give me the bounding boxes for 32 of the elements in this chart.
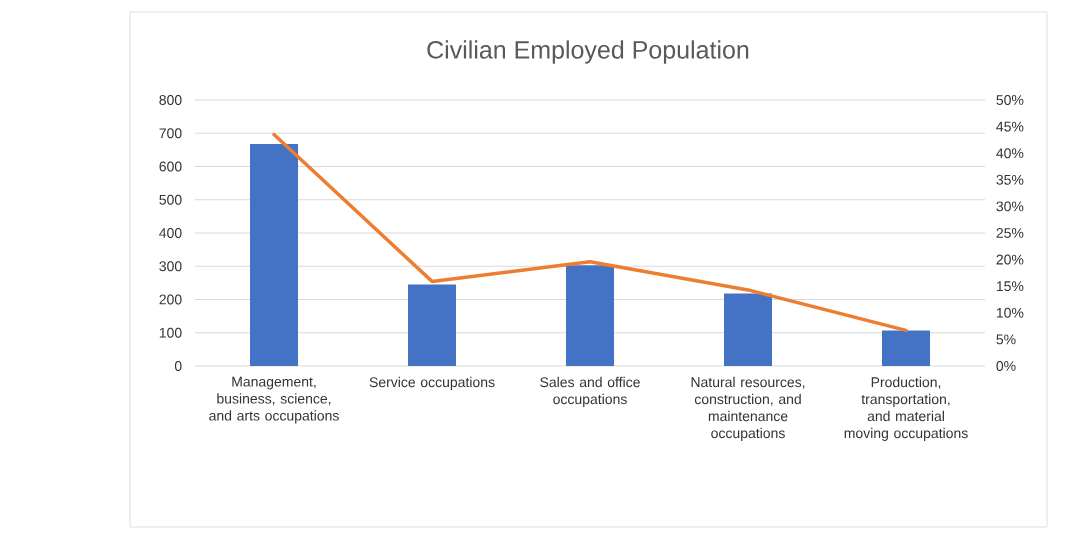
y2-tick-label: 0% [996,361,1016,371]
y2-tick-label: 5% [996,334,1016,345]
x-tick-label: Service occupations [369,376,495,390]
x-tick-label: Production, transportation, and material moving occupations [844,376,968,441]
bar [566,265,615,366]
y2-tick-label: 20% [996,254,1024,265]
bar [724,293,773,366]
y-tick-label: 200 [159,294,182,305]
y2-tick-label: 15% [996,281,1024,292]
y2-tick-label: 40% [996,148,1024,159]
y2-tick-label: 50% [996,95,1024,105]
y-tick-label: 600 [159,161,182,172]
y2-tick-label: 30% [996,201,1024,212]
x-tick-label: Sales and office occupations [540,376,640,407]
bar [882,330,931,366]
y-tick-label: 300 [159,261,182,272]
y-tick-label: 800 [159,95,182,105]
x-tick-label: Management, business, science, and arts occupations [209,376,339,424]
x-tick-label: Natural resources, construction, and maintenance occupations [691,376,805,441]
y-tick-label: 500 [159,194,182,205]
y2-tick-label: 10% [996,307,1024,318]
bar [408,284,457,366]
y2-tick-label: 25% [996,228,1024,238]
y-tick-label: 0 [174,361,182,371]
y-tick-label: 400 [159,228,182,238]
y2-tick-label: 45% [996,121,1024,132]
y2-tick-label: 35% [996,174,1024,185]
y-tick-label: 100 [159,327,182,338]
chart-title: Civilian Employed Population [427,40,749,64]
y-tick-label: 700 [159,128,182,139]
line-series [272,132,908,333]
bar [250,143,299,366]
